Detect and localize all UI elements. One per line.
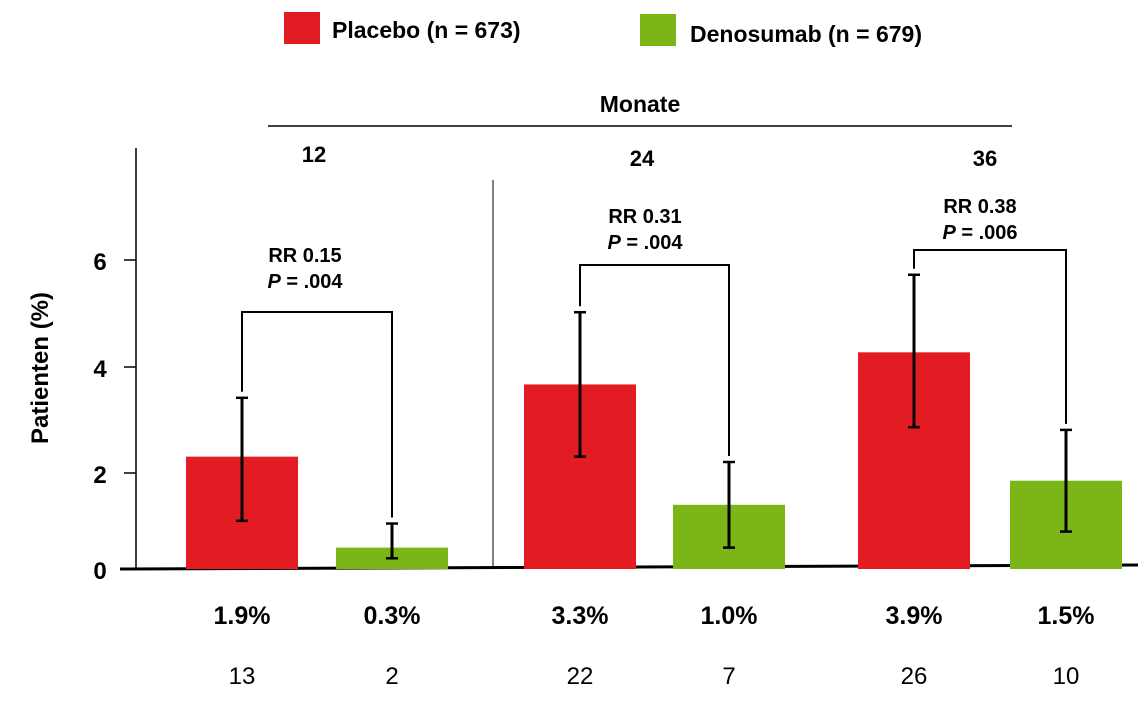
legend-label-placebo: Placebo (n = 673) bbox=[332, 17, 521, 43]
y-tick-2: 2 bbox=[93, 462, 136, 489]
significance-bracket-24 bbox=[579, 264, 730, 456]
group-label-36: 36 bbox=[973, 146, 997, 171]
rr-label-24: RR 0.31 bbox=[608, 206, 681, 228]
y-tick-label-4: 4 bbox=[93, 356, 107, 383]
p-symbol-36: P bbox=[942, 222, 956, 244]
count-label-denosumab-36: 10 bbox=[1053, 663, 1080, 690]
significance-bracket-12 bbox=[241, 311, 393, 518]
legend-label-denosumab: Denosumab (n = 679) bbox=[690, 21, 922, 47]
y-tick-6: 6 bbox=[93, 249, 136, 276]
y-tick-label-2: 2 bbox=[93, 462, 106, 489]
y-tick-label-0: 0 bbox=[93, 558, 106, 585]
legend-swatch-placebo bbox=[284, 12, 320, 44]
header-title: Monate bbox=[600, 91, 681, 117]
p-value-12: = .004 bbox=[281, 271, 344, 293]
rr-label-12: RR 0.15 bbox=[268, 245, 341, 267]
p-symbol-12: P bbox=[267, 271, 281, 293]
pct-label-placebo-24: 3.3% bbox=[552, 602, 609, 630]
count-label-placebo-36: 26 bbox=[901, 663, 928, 690]
pct-label-denosumab-36: 1.5% bbox=[1038, 602, 1095, 630]
pct-label-denosumab-24: 1.0% bbox=[701, 602, 758, 630]
group-label-12: 12 bbox=[302, 142, 326, 167]
group-label-24: 24 bbox=[630, 146, 655, 171]
pct-label-denosumab-12: 0.3% bbox=[364, 602, 421, 630]
y-tick-label-6: 6 bbox=[93, 249, 106, 276]
count-label-denosumab-24: 7 bbox=[722, 663, 735, 690]
rr-label-36: RR 0.38 bbox=[943, 196, 1016, 218]
p-value-label-12: P = .004 bbox=[267, 271, 343, 293]
p-value-label-36: P = .006 bbox=[942, 222, 1017, 244]
y-axis-title: Patienten (%) bbox=[27, 292, 54, 444]
count-label-placebo-24: 22 bbox=[567, 663, 594, 690]
p-value-36: = .006 bbox=[956, 222, 1018, 244]
pct-label-placebo-36: 3.9% bbox=[886, 602, 943, 630]
legend-swatch-denosumab bbox=[640, 14, 676, 46]
p-value-label-24: P = .004 bbox=[607, 232, 683, 254]
significance-bracket-36 bbox=[913, 249, 1067, 424]
y-tick-4: 4 bbox=[93, 356, 136, 383]
count-label-denosumab-12: 2 bbox=[385, 663, 398, 690]
p-symbol-24: P bbox=[607, 232, 621, 254]
y-tick-0: 0 bbox=[93, 558, 136, 585]
count-label-placebo-12: 13 bbox=[229, 663, 256, 690]
pct-label-placebo-12: 1.9% bbox=[214, 602, 271, 630]
p-value-24: = .004 bbox=[621, 232, 684, 254]
